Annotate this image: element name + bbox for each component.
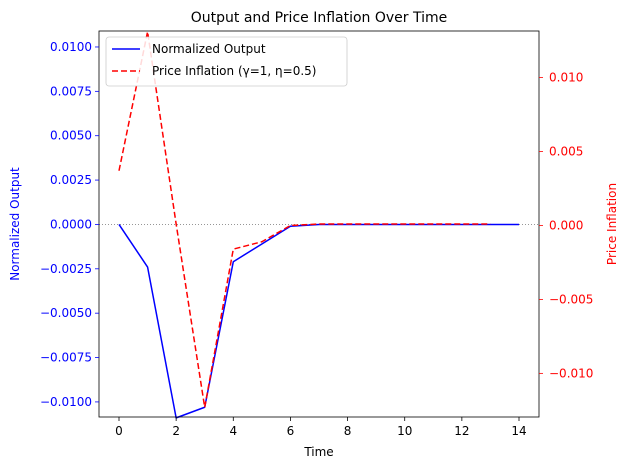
right-y-tick-label: 0.005 — [549, 145, 583, 159]
x-tick-label: 6 — [287, 424, 295, 438]
left-y-tick-label: 0.0100 — [50, 40, 92, 54]
x-tick-label: 4 — [229, 424, 237, 438]
legend-label-1: Normalized Output — [152, 42, 266, 56]
chart-title: Output and Price Inflation Over Time — [191, 10, 448, 26]
left-y-tick-label: −0.0050 — [40, 306, 92, 320]
right-axis-label: Price Inflation — [605, 183, 619, 265]
x-tick-label: 8 — [344, 424, 352, 438]
right-y-tick-label: 0.000 — [549, 218, 583, 232]
plot-frame — [98, 30, 540, 418]
plot-area — [99, 30, 539, 419]
left-axis-label: Normalized Output — [8, 167, 22, 281]
x-tick-label: 10 — [397, 424, 412, 438]
series-line-1 — [118, 223, 519, 419]
x-tick-label: 14 — [511, 424, 526, 438]
x-axis-label: Time — [303, 445, 333, 459]
left-y-tick-label: 0.0025 — [50, 173, 92, 187]
x-tick-label: 2 — [172, 424, 180, 438]
legend-label-2: Price Inflation (γ=1, η=0.5) — [152, 64, 316, 78]
right-y-tick-label: −0.005 — [549, 292, 593, 306]
axes: 0 2 4 6 8 10 12 14 −0.0100 −0.0075 −0.0050 −0.0025 0… — [40, 30, 593, 438]
series-line-2 — [118, 30, 491, 409]
legend-box — [105, 36, 348, 87]
left-y-tick-label: −0.0025 — [40, 262, 92, 276]
left-y-tick-label: 0.0075 — [50, 84, 92, 98]
x-tick-label: 12 — [454, 424, 469, 438]
left-y-tick-label: −0.0100 — [40, 395, 92, 409]
legend: Normalized Output Price Inflation (γ=1, η… — [105, 36, 348, 87]
left-y-tick-label: 0.0050 — [50, 129, 92, 143]
right-y-tick-label: −0.010 — [549, 366, 593, 380]
x-tick-label: 0 — [115, 424, 123, 438]
left-y-tick-label: −0.0075 — [40, 351, 92, 365]
left-y-tick-label: 0.0000 — [50, 217, 92, 231]
right-y-tick-label: 0.010 — [549, 71, 583, 85]
